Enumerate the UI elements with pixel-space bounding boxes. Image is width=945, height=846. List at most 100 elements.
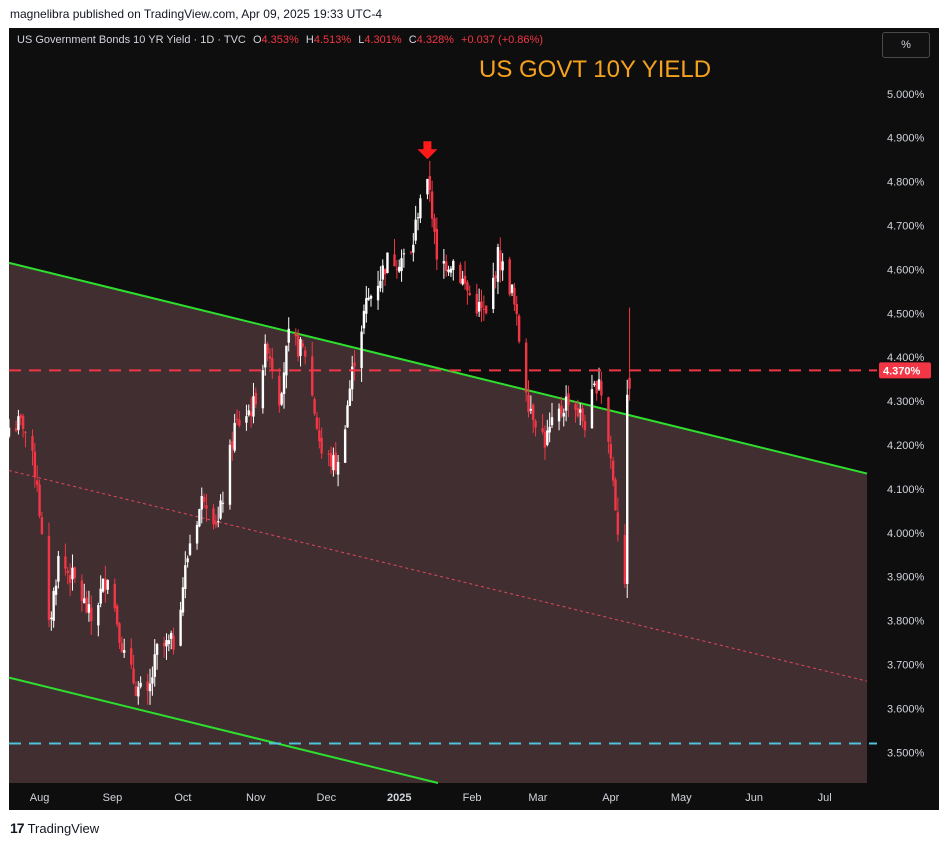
candle-body bbox=[557, 408, 561, 422]
candle-body bbox=[200, 496, 203, 510]
candle-26 bbox=[97, 602, 100, 637]
legend-low-value: 4.301% bbox=[364, 34, 402, 46]
candle-160 bbox=[534, 419, 537, 437]
candle-77 bbox=[264, 334, 267, 376]
chart-pane[interactable]: 3.500% 3.600% 3.700% 3.800% 3.900% 4.000% 4.10… bbox=[9, 28, 939, 810]
candle-134 bbox=[449, 266, 453, 277]
candle-57 bbox=[198, 508, 201, 528]
channel-fill-layer bbox=[9, 262, 867, 784]
candle-155 bbox=[517, 313, 521, 344]
candle-body bbox=[148, 683, 152, 692]
candle-body bbox=[36, 480, 39, 485]
candle-body bbox=[492, 277, 495, 310]
candle-body bbox=[47, 536, 51, 621]
candle-body bbox=[616, 512, 620, 535]
candle-body bbox=[104, 578, 107, 590]
candle-body bbox=[202, 496, 206, 502]
candle-body bbox=[280, 393, 283, 405]
candle-31 bbox=[113, 578, 116, 612]
candle-body bbox=[560, 405, 563, 414]
candle-body bbox=[623, 534, 627, 584]
candle-113 bbox=[381, 259, 384, 293]
candle-body bbox=[205, 505, 208, 509]
candle-80 bbox=[271, 347, 274, 379]
candle-90 bbox=[303, 346, 307, 365]
axes-layer: 3.500% 3.600% 3.700% 3.800% 3.900% 4.000% 4.10… bbox=[30, 45, 931, 804]
candle-body bbox=[315, 417, 319, 429]
candle-body bbox=[64, 556, 67, 569]
candle-100 bbox=[336, 454, 340, 487]
candle-109 bbox=[367, 287, 370, 301]
candle-43 bbox=[151, 666, 154, 696]
candle-52 bbox=[181, 577, 185, 617]
x-tick-label: Apr bbox=[602, 792, 619, 804]
candle-body bbox=[14, 428, 18, 431]
candle-body bbox=[475, 293, 478, 314]
tradingview-logo[interactable]: 17 TradingView bbox=[10, 820, 99, 836]
candle-body bbox=[435, 228, 439, 260]
candle-body bbox=[400, 258, 403, 271]
candle-75 bbox=[254, 387, 258, 409]
price-chart[interactable]: 3.500% 3.600% 3.700% 3.800% 3.900% 4.000% 4.10… bbox=[9, 28, 939, 810]
candle-body bbox=[332, 455, 335, 471]
peak-arrow-icon bbox=[417, 141, 438, 160]
candle-body bbox=[564, 396, 568, 411]
candle-body bbox=[40, 517, 44, 534]
candle-body bbox=[402, 253, 406, 255]
candle-body bbox=[496, 247, 500, 282]
candle-body bbox=[562, 413, 565, 417]
percent-scale-button[interactable]: % bbox=[882, 32, 930, 58]
candle-body bbox=[534, 420, 537, 428]
candle-body bbox=[296, 335, 300, 357]
candle-44 bbox=[153, 639, 156, 687]
candle-145 bbox=[484, 305, 488, 315]
candle-body bbox=[362, 310, 366, 329]
candle-46 bbox=[162, 636, 166, 658]
channel-fill bbox=[9, 262, 867, 784]
candle-body bbox=[482, 308, 486, 310]
candle-149 bbox=[499, 237, 502, 283]
candle-3 bbox=[19, 413, 22, 426]
candle-body bbox=[219, 500, 222, 519]
candle-83 bbox=[282, 362, 286, 409]
candle-body bbox=[626, 394, 629, 584]
candle-30 bbox=[106, 579, 109, 595]
legend-high-value: 4.513% bbox=[313, 34, 352, 46]
candle-body bbox=[477, 301, 481, 312]
candle-body bbox=[167, 640, 171, 645]
candle-123 bbox=[414, 205, 417, 245]
candle-112 bbox=[379, 266, 382, 292]
candles-layer[interactable] bbox=[9, 160, 631, 705]
candle-body bbox=[134, 686, 138, 696]
candle-55 bbox=[188, 534, 192, 557]
candle-104 bbox=[351, 355, 354, 402]
candle-36 bbox=[130, 638, 133, 669]
candle-124 bbox=[416, 212, 420, 231]
candle-11 bbox=[47, 522, 51, 628]
y-tick-label: 4.100% bbox=[887, 484, 925, 496]
y-tick-label: 4.600% bbox=[887, 264, 925, 276]
candle-body bbox=[101, 578, 105, 592]
candle-121 bbox=[409, 251, 413, 255]
candle-body bbox=[466, 282, 469, 291]
candle-79 bbox=[268, 348, 272, 368]
published-line: magnelibra published on TradingView.com,… bbox=[10, 7, 383, 21]
candle-139 bbox=[466, 280, 469, 305]
candle-185 bbox=[616, 497, 620, 542]
candle-body bbox=[484, 305, 488, 314]
candle-body bbox=[118, 623, 121, 643]
candle-116 bbox=[393, 239, 396, 267]
candle-body bbox=[452, 260, 455, 271]
candle-50 bbox=[172, 627, 175, 655]
candle-body bbox=[247, 410, 250, 416]
candle-body bbox=[52, 590, 55, 621]
footer: 17 TradingView bbox=[0, 810, 945, 846]
candle-96 bbox=[327, 449, 330, 467]
candle-body bbox=[499, 250, 502, 271]
candle-body bbox=[19, 414, 22, 418]
x-tick-label: Sep bbox=[103, 792, 123, 804]
candle-13 bbox=[52, 587, 55, 628]
candle-body bbox=[426, 178, 429, 195]
candle-39 bbox=[137, 681, 140, 705]
candle-154 bbox=[515, 296, 518, 326]
